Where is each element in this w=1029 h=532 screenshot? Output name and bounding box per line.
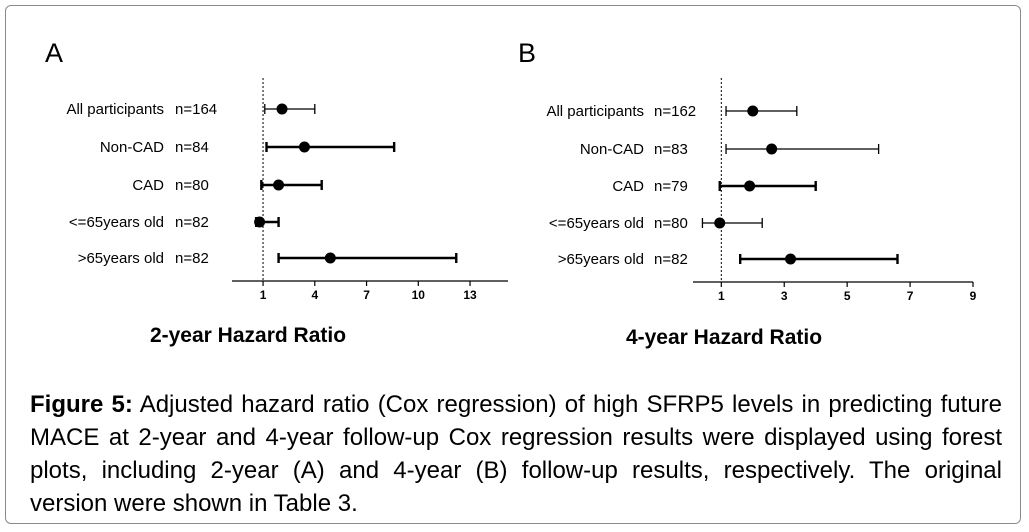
x-tick-label: 5	[844, 289, 851, 303]
row-label: <=65years old	[549, 215, 644, 232]
x-tick-label: 1	[718, 289, 725, 303]
row-n: n=82	[175, 250, 209, 267]
row-n: n=79	[654, 178, 688, 195]
row-n: n=80	[654, 215, 688, 232]
row-label: CAD	[612, 178, 644, 195]
hr-point	[324, 252, 336, 264]
hr-point	[766, 143, 778, 155]
figure-caption: Figure 5: Adjusted hazard ratio (Cox reg…	[30, 388, 1002, 520]
panel-letter: B	[518, 38, 536, 68]
x-tick-label: 7	[363, 288, 370, 302]
caption-lead: Figure 5:	[30, 391, 133, 418]
x-axis-title: 2-year Hazard Ratio	[150, 324, 346, 347]
x-tick-label: 9	[970, 289, 977, 303]
hr-point	[714, 217, 726, 229]
hr-point	[744, 180, 756, 192]
row-n: n=164	[175, 101, 217, 118]
caption-text: Adjusted hazard ratio (Cox regression) o…	[30, 391, 1003, 517]
row-label: <=65years old	[69, 214, 164, 231]
hr-point	[747, 105, 759, 117]
row-n: n=82	[654, 251, 688, 268]
x-tick-label: 4	[311, 288, 318, 302]
row-n: n=83	[654, 141, 688, 158]
figure-frame	[5, 5, 1021, 524]
hr-point	[273, 179, 285, 191]
row-label: CAD	[132, 177, 164, 194]
x-tick-label: 13	[463, 288, 477, 302]
hr-point	[254, 216, 266, 228]
row-n: n=162	[654, 103, 696, 120]
x-axis-title: 4-year Hazard Ratio	[626, 326, 822, 349]
x-tick-label: 7	[907, 289, 914, 303]
hr-point	[785, 253, 797, 265]
row-label: All participants	[66, 101, 164, 118]
panel-a: A 1 4 7 10 13 All participants n=164 Non-CAD n=84…	[45, 38, 508, 347]
hr-point	[276, 103, 288, 115]
row-label: >65years old	[78, 250, 164, 267]
row-n: n=82	[175, 214, 209, 231]
row-label: Non-CAD	[100, 139, 164, 156]
row-label: Non-CAD	[580, 141, 644, 158]
x-tick-label: 3	[781, 289, 788, 303]
row-label: All participants	[546, 103, 644, 120]
x-tick-label: 10	[412, 288, 426, 302]
panel-letter: A	[45, 38, 63, 68]
hr-point	[298, 141, 310, 153]
panel-b: B 1 3 5 7 9 All participants n=162 Non-CAD n=83 CA…	[518, 38, 977, 349]
row-n: n=80	[175, 177, 209, 194]
row-label: >65years old	[558, 251, 644, 268]
row-n: n=84	[175, 139, 209, 156]
x-tick-label: 1	[260, 288, 267, 302]
